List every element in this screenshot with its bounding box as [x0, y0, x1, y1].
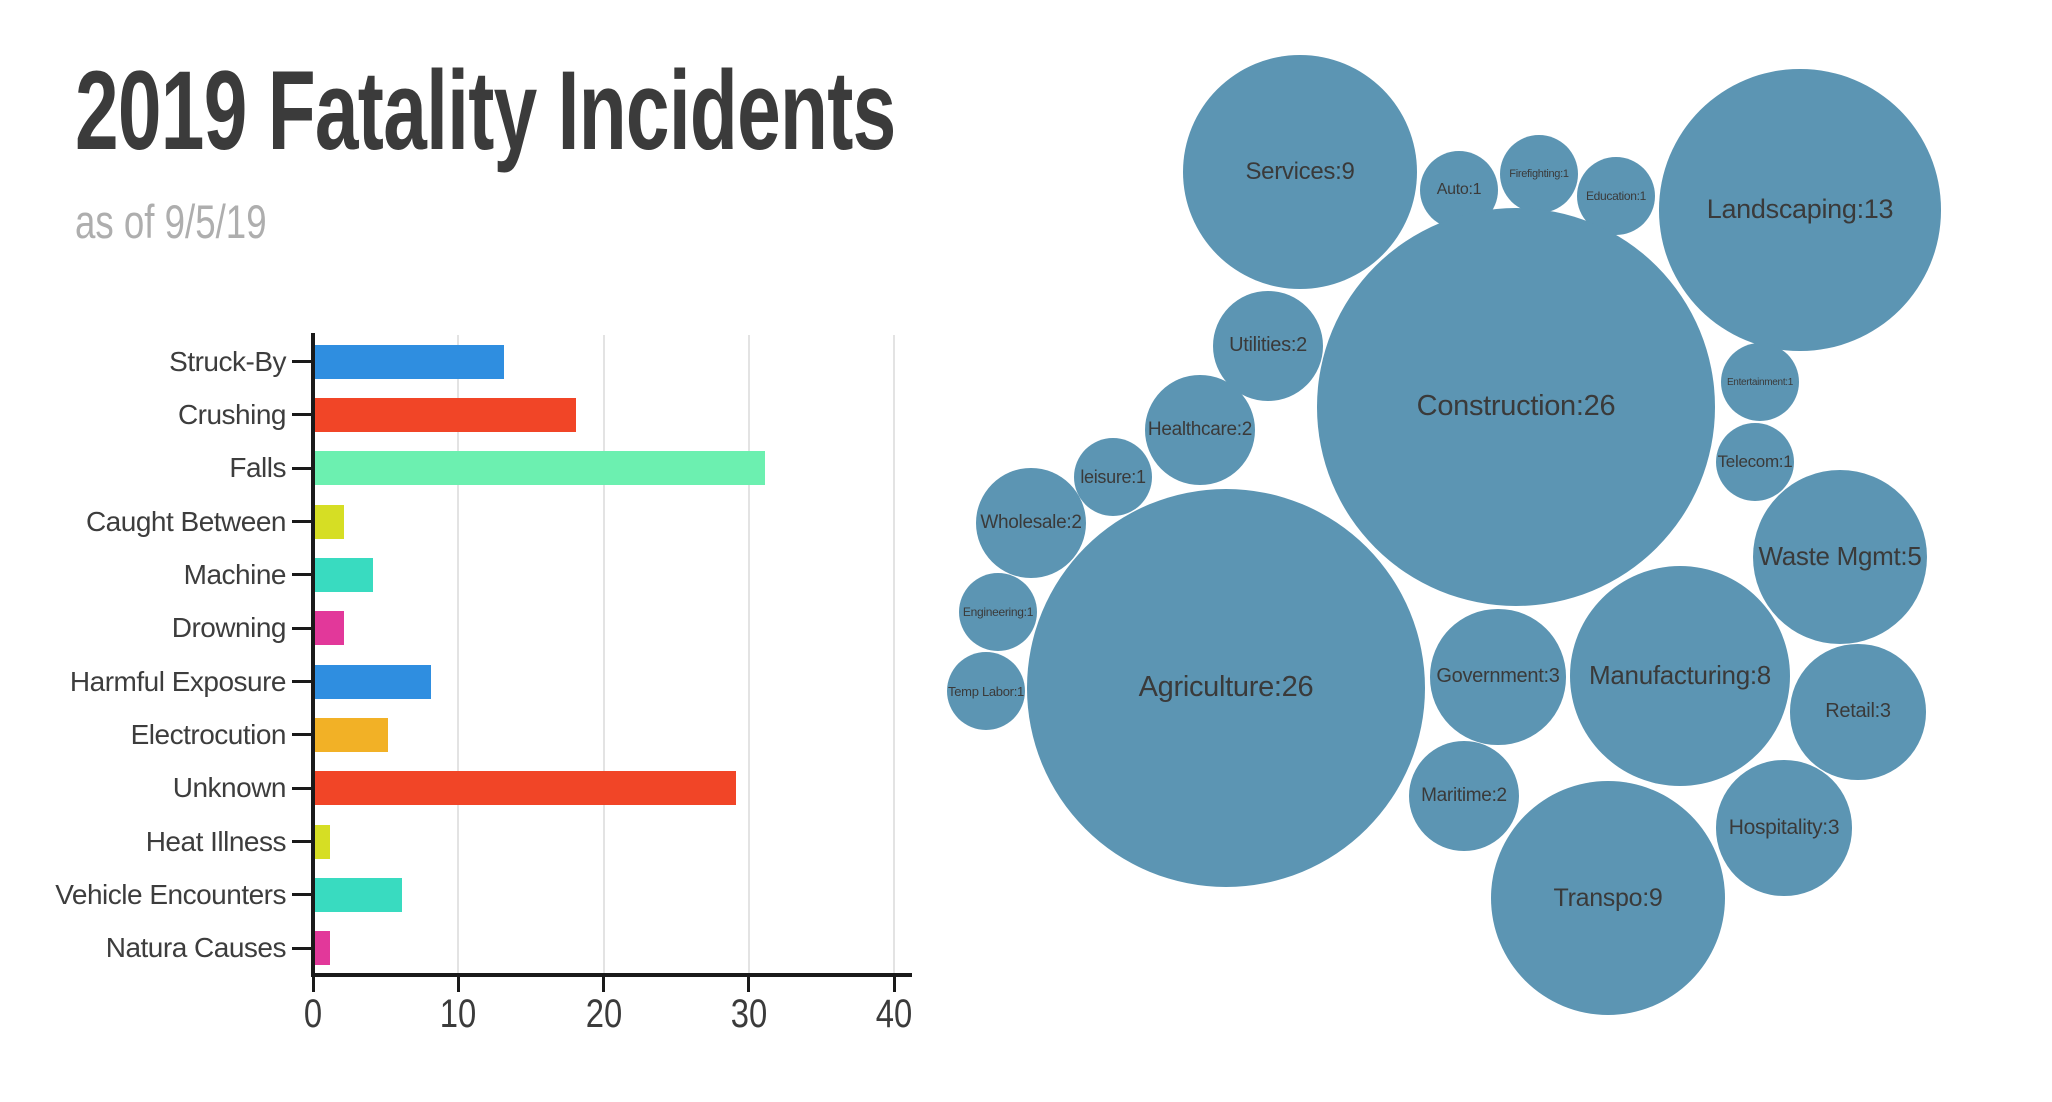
- x-axis-tick: [456, 977, 460, 992]
- category-tick: [292, 680, 313, 684]
- x-axis-tick: [892, 977, 896, 992]
- bar[interactable]: [315, 397, 577, 432]
- bubble[interactable]: Utilities:2: [1212, 290, 1324, 402]
- bubble[interactable]: Telecom:1: [1716, 423, 1794, 501]
- x-tick-label: 20: [585, 992, 622, 1036]
- bubble-label: Utilities:2: [1229, 334, 1307, 357]
- gridline: [747, 335, 750, 975]
- x-axis-tick: [747, 977, 751, 992]
- category-tick: [292, 733, 313, 737]
- bubble-label: Waste Mgmt:5: [1758, 541, 1922, 572]
- bubble[interactable]: Healthcare:2: [1144, 374, 1256, 486]
- bar[interactable]: [315, 771, 737, 806]
- category-tick: [292, 360, 313, 364]
- bar[interactable]: [315, 504, 345, 539]
- bubble-label: Services:9: [1245, 158, 1355, 185]
- page-subtitle: as of 9/5/19: [75, 195, 267, 248]
- category-tick: [292, 786, 313, 790]
- bubble[interactable]: Agriculture:26: [1027, 489, 1425, 887]
- bubble[interactable]: Services:9: [1183, 55, 1417, 289]
- bubble-label: Wholesale:2: [980, 511, 1082, 533]
- bubble[interactable]: Wholesale:2: [975, 467, 1087, 579]
- x-tick-label: 10: [440, 992, 477, 1036]
- category-tick: [292, 413, 313, 417]
- bubble-label: Landscaping:13: [1706, 194, 1894, 225]
- y-axis: [311, 333, 315, 977]
- industry-bubble-chart: Services:9 Auto:1 Firefighting:1 Education:…: [920, 0, 2052, 1102]
- bubble-label: Manufacturing:8: [1589, 660, 1771, 691]
- x-axis-tick: [602, 977, 605, 992]
- bubble-label: Engineering:1: [962, 605, 1034, 619]
- bubble-label: Hospitality:3: [1728, 815, 1840, 839]
- gridline: [457, 335, 460, 975]
- bubble-label: Transpo:9: [1553, 883, 1663, 912]
- category-tick: [292, 520, 313, 524]
- bubble-label: Maritime:2: [1421, 784, 1507, 806]
- x-axis: [311, 973, 912, 977]
- category-label: Caught Between: [85, 505, 287, 537]
- bubble[interactable]: Transpo:9: [1491, 781, 1725, 1015]
- category-label: Drowning: [171, 612, 287, 644]
- bubble[interactable]: Landscaping:13: [1659, 69, 1941, 351]
- bubble-label: Education:1: [1585, 189, 1647, 203]
- x-tick-label: 0: [303, 992, 323, 1036]
- category-label: Heat Illness: [145, 825, 287, 857]
- category-label: Natura Causes: [105, 932, 287, 964]
- bar[interactable]: [315, 344, 504, 379]
- bar[interactable]: [315, 824, 330, 859]
- bubble-label: Entertainment:1: [1726, 376, 1794, 388]
- bubble[interactable]: Manufacturing:8: [1569, 565, 1791, 787]
- bubble-label: Firefighting:1: [1509, 168, 1569, 180]
- x-tick-label: 40: [875, 992, 913, 1036]
- bubble-label: Government:3: [1436, 665, 1560, 688]
- bubble-label: Agriculture:26: [1138, 671, 1314, 704]
- bubble[interactable]: Government:3: [1430, 609, 1566, 745]
- bubble[interactable]: Temp Labor:1: [947, 652, 1025, 730]
- bubble-label: leisure:1: [1080, 466, 1146, 487]
- bar[interactable]: [315, 557, 374, 592]
- bar[interactable]: [315, 717, 388, 752]
- category-label: Struck-By: [169, 345, 286, 377]
- bar[interactable]: [315, 611, 345, 646]
- bubble-label: Healthcare:2: [1147, 418, 1253, 440]
- bubble-label: Temp Labor:1: [948, 683, 1024, 699]
- category-label: Vehicle Encounters: [55, 878, 286, 910]
- gridline: [602, 335, 605, 975]
- bar[interactable]: [315, 451, 766, 486]
- bubble[interactable]: Maritime:2: [1408, 740, 1520, 852]
- x-tick-label: 30: [730, 992, 767, 1036]
- bubble[interactable]: Engineering:1: [959, 573, 1037, 651]
- bubble[interactable]: leisure:1: [1074, 438, 1152, 516]
- category-tick: [292, 840, 313, 844]
- category-label: Crushing: [177, 398, 287, 430]
- category-tick: [292, 946, 313, 950]
- bubble-label: Auto:1: [1436, 181, 1482, 198]
- bubble[interactable]: Firefighting:1: [1500, 135, 1578, 213]
- bar[interactable]: [315, 877, 403, 912]
- bubble[interactable]: Retail:3: [1790, 644, 1926, 780]
- gridline: [893, 335, 895, 975]
- bubble[interactable]: Entertainment:1: [1721, 343, 1799, 421]
- bubble-label: Telecom:1: [1717, 452, 1793, 471]
- category-tick: [292, 466, 313, 470]
- fatality-type-bar-chart: Struck-By Crushing Falls Caught Between Mach…: [0, 0, 1000, 1102]
- bubble[interactable]: Waste Mgmt:5: [1752, 469, 1928, 645]
- bubble-label: Construction:26: [1416, 390, 1616, 423]
- bubble[interactable]: Construction:26: [1317, 208, 1715, 606]
- category-label: Machine: [183, 558, 287, 590]
- category-label: Electrocution: [130, 718, 287, 750]
- x-axis-tick: [311, 977, 315, 992]
- bubble-label: Retail:3: [1825, 700, 1891, 723]
- category-tick: [292, 893, 313, 897]
- category-tick: [292, 573, 313, 577]
- category-label: Falls: [229, 452, 286, 484]
- category-tick: [292, 626, 313, 630]
- page-title: 2019 Fatality Incidents: [75, 48, 896, 173]
- bar[interactable]: [315, 931, 330, 966]
- category-label: Unknown: [172, 772, 287, 804]
- category-label: Harmful Exposure: [69, 665, 287, 697]
- bar[interactable]: [315, 664, 432, 699]
- bubble[interactable]: Hospitality:3: [1716, 760, 1852, 896]
